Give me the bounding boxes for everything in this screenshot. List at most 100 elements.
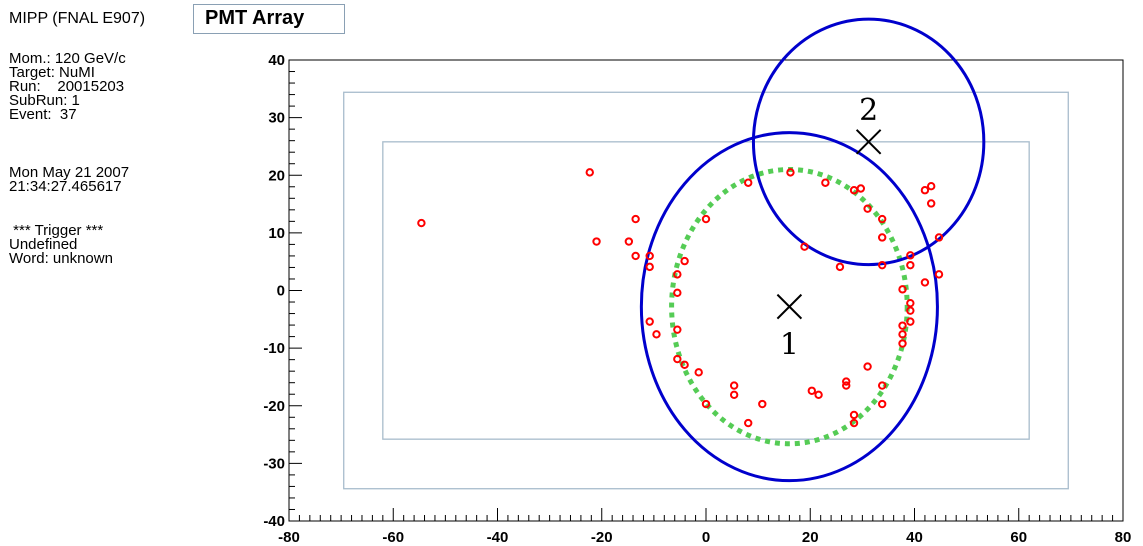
trigger-info: *** Trigger *** Undefined Word: unknown bbox=[9, 222, 113, 267]
pmt-hit bbox=[673, 354, 682, 364]
pmt-hit bbox=[863, 362, 872, 371]
pmt-hit bbox=[842, 381, 851, 390]
chart-title: PMT Array bbox=[193, 4, 345, 34]
pmt-hit bbox=[877, 214, 887, 224]
pmt-hit bbox=[898, 285, 907, 294]
outer-acceptance-box bbox=[343, 91, 1069, 490]
pmt-hit bbox=[800, 242, 809, 251]
pmt-hit bbox=[417, 218, 426, 228]
pmt-hit bbox=[934, 270, 944, 279]
pmt-hit bbox=[645, 317, 654, 326]
pmt-hit bbox=[744, 418, 753, 428]
y-tick-label: -40 bbox=[263, 513, 285, 530]
trigger-title: *** Trigger *** bbox=[9, 222, 104, 239]
time-text: 21:34:27.465617 bbox=[9, 178, 122, 195]
pmt-hit bbox=[849, 418, 859, 428]
pmt-hit bbox=[849, 410, 859, 420]
pmt-hit bbox=[821, 178, 830, 187]
pmt-hit bbox=[694, 368, 703, 377]
pmt-hit bbox=[585, 168, 594, 177]
pmt-hit bbox=[645, 262, 654, 272]
pmt-hit bbox=[673, 325, 682, 334]
pmt-hit bbox=[906, 260, 915, 270]
pmt-hit bbox=[680, 360, 689, 370]
trigger-line-2: Word: unknown bbox=[9, 250, 113, 267]
pmt-hit bbox=[592, 237, 601, 246]
x-tick-label: 20 bbox=[802, 529, 819, 546]
pmt-hit bbox=[673, 270, 682, 279]
date-text: Mon May 21 2007 bbox=[9, 164, 130, 181]
pmt-hit bbox=[898, 330, 907, 339]
pmt-hit bbox=[835, 262, 845, 272]
x-tick-label: 80 bbox=[1115, 529, 1132, 546]
pmt-hit bbox=[631, 251, 640, 261]
run-info: Mom.: 120 GeV/c Target: NuMI Run: 200152… bbox=[9, 50, 126, 123]
ring-1 bbox=[639, 131, 939, 483]
event-text: Event: 37 bbox=[9, 106, 77, 123]
pmt-hit bbox=[906, 298, 915, 308]
pmt-hit bbox=[652, 330, 661, 339]
x-tick-label: 0 bbox=[702, 529, 710, 546]
x-tick-label: 40 bbox=[906, 529, 923, 546]
pmt-hit bbox=[701, 399, 711, 409]
x-tick-label: -80 bbox=[278, 529, 300, 546]
pmt-hit bbox=[680, 256, 689, 266]
trigger-line-1: Undefined bbox=[9, 236, 78, 253]
y-tick-label: 40 bbox=[268, 52, 285, 69]
subrun-text: SubRun: 1 bbox=[9, 92, 80, 109]
pmt-hit bbox=[744, 178, 753, 187]
ring-label-1: 1 bbox=[780, 328, 799, 363]
pmt-hit bbox=[729, 381, 739, 390]
pmt-hit bbox=[673, 288, 682, 298]
momentum-text: Mom.: 120 GeV/c bbox=[9, 50, 126, 67]
pmt-hit bbox=[906, 251, 915, 260]
y-tick-label: 20 bbox=[268, 167, 285, 184]
pmt-hit bbox=[877, 233, 887, 242]
pmt-hit bbox=[877, 381, 887, 390]
pmt-hit bbox=[906, 306, 915, 315]
pmt-hit bbox=[758, 399, 767, 409]
experiment-label: MIPP (FNAL E907) bbox=[9, 10, 146, 27]
pmt-hit bbox=[926, 181, 936, 191]
ring-2 bbox=[751, 17, 986, 267]
pmt-hit bbox=[877, 260, 887, 270]
pmt-hit bbox=[786, 168, 795, 177]
y-tick-label: 0 bbox=[277, 283, 285, 300]
pmt-hit bbox=[906, 317, 915, 326]
pmt-hit bbox=[877, 399, 887, 409]
pmt-hit bbox=[842, 377, 851, 386]
ring-center-marker-1 bbox=[776, 293, 803, 320]
pmt-hit bbox=[863, 204, 872, 213]
pmt-hit bbox=[920, 278, 930, 287]
inner-acceptance-box bbox=[382, 141, 1030, 440]
run-text: Run: 20015203 bbox=[9, 78, 125, 95]
pmt-hit bbox=[631, 214, 640, 224]
pmt-hit bbox=[807, 386, 817, 395]
x-tick-label: -20 bbox=[591, 529, 613, 546]
y-tick-label: -20 bbox=[263, 398, 285, 415]
ring-label-2: 2 bbox=[859, 93, 878, 128]
y-tick-label: -10 bbox=[263, 340, 285, 357]
pmt-hit bbox=[898, 339, 907, 348]
pmt-hit bbox=[624, 237, 634, 246]
pmt-hit bbox=[934, 233, 944, 242]
x-tick-label: -60 bbox=[382, 529, 404, 546]
pmt-hit bbox=[701, 214, 711, 224]
pmt-hit bbox=[920, 186, 930, 195]
pmt-hit bbox=[856, 184, 866, 193]
x-tick-label: -40 bbox=[487, 529, 509, 546]
timestamp-info: Mon May 21 2007 21:34:27.465617 bbox=[9, 164, 130, 195]
y-tick-label: 30 bbox=[268, 110, 285, 127]
pmt-hit bbox=[926, 199, 936, 208]
pmt-hit bbox=[898, 321, 907, 330]
ring-center-marker-2 bbox=[855, 129, 882, 155]
y-tick-label: 10 bbox=[268, 225, 285, 242]
pmt-hit bbox=[645, 251, 654, 261]
pmt-hit bbox=[814, 390, 823, 400]
pmt-hit bbox=[729, 390, 739, 400]
target-text: Target: NuMI bbox=[9, 64, 95, 81]
pmt-hit bbox=[849, 186, 859, 195]
x-tick-label: 60 bbox=[1010, 529, 1027, 546]
y-tick-label: -30 bbox=[263, 455, 285, 472]
